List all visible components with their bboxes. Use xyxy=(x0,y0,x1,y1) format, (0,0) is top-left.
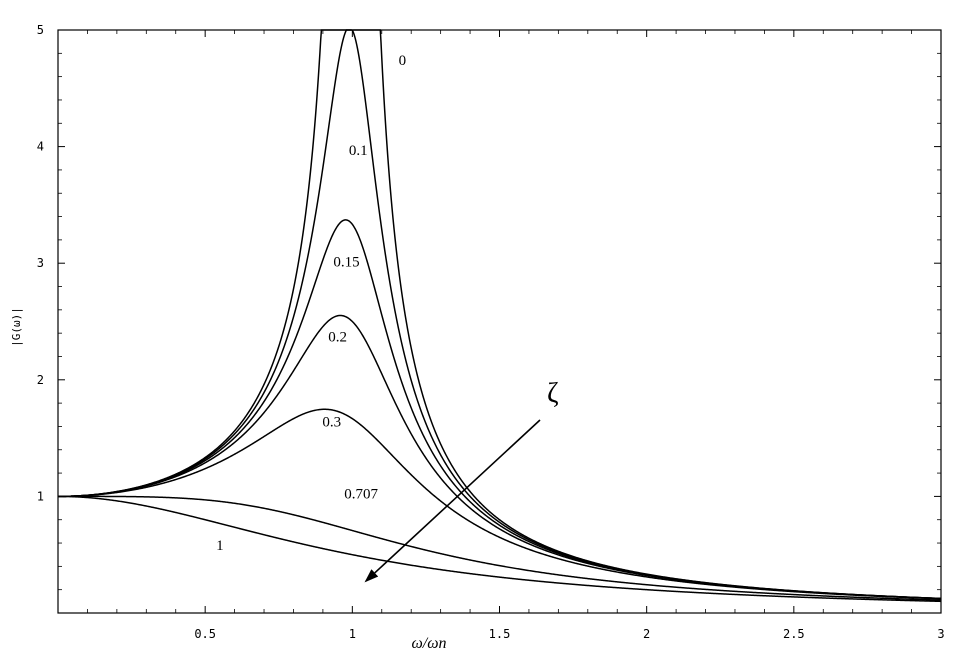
x-tick-label: 1.5 xyxy=(489,627,511,641)
curve-label-1: 1 xyxy=(216,538,224,554)
x-tick-label: 2.5 xyxy=(783,627,805,641)
curve-label-0: 0 xyxy=(399,53,407,69)
zeta-direction-arrow xyxy=(364,419,541,583)
x-tick-label: 1 xyxy=(349,627,356,641)
y-tick-label: 5 xyxy=(37,23,44,37)
curve-label-group: 0 0.1 0.15 0.2 0.3 0.707 1 xyxy=(216,53,406,554)
y-axis-title: |G(ω)| xyxy=(10,307,23,347)
curve-zeta-0.1 xyxy=(58,29,942,600)
y-tick-label: 2 xyxy=(37,373,44,387)
x-tick-label: 3 xyxy=(937,627,944,641)
tick-group: 0.5 1 1.5 2 2.5 3 1 2 3 4 5 xyxy=(37,23,945,641)
y-tick-label: 1 xyxy=(37,489,44,503)
x-axis-title: ω/ωn xyxy=(411,635,446,652)
curve-zeta-0.15 xyxy=(58,219,942,600)
curve-label-0.15: 0.15 xyxy=(333,255,359,271)
y-tick-label: 3 xyxy=(37,256,44,270)
curve-label-0.1: 0.1 xyxy=(349,143,368,159)
x-tick-label: 0.5 xyxy=(194,627,216,641)
curve-zeta-0.3 xyxy=(58,408,942,600)
curve-zeta-1 xyxy=(58,495,942,603)
curve-label-0.3: 0.3 xyxy=(322,414,341,430)
curve-label-0.2: 0.2 xyxy=(328,329,347,345)
curve-zeta-0.707 xyxy=(58,495,942,601)
x-tick-label: 2 xyxy=(643,627,650,641)
curve-label-0.707: 0.707 xyxy=(344,487,378,503)
zeta-annotation: ζ xyxy=(547,378,559,409)
curve-group xyxy=(58,29,942,603)
y-tick-label: 4 xyxy=(37,140,44,154)
curve-zeta-0 xyxy=(58,29,942,600)
